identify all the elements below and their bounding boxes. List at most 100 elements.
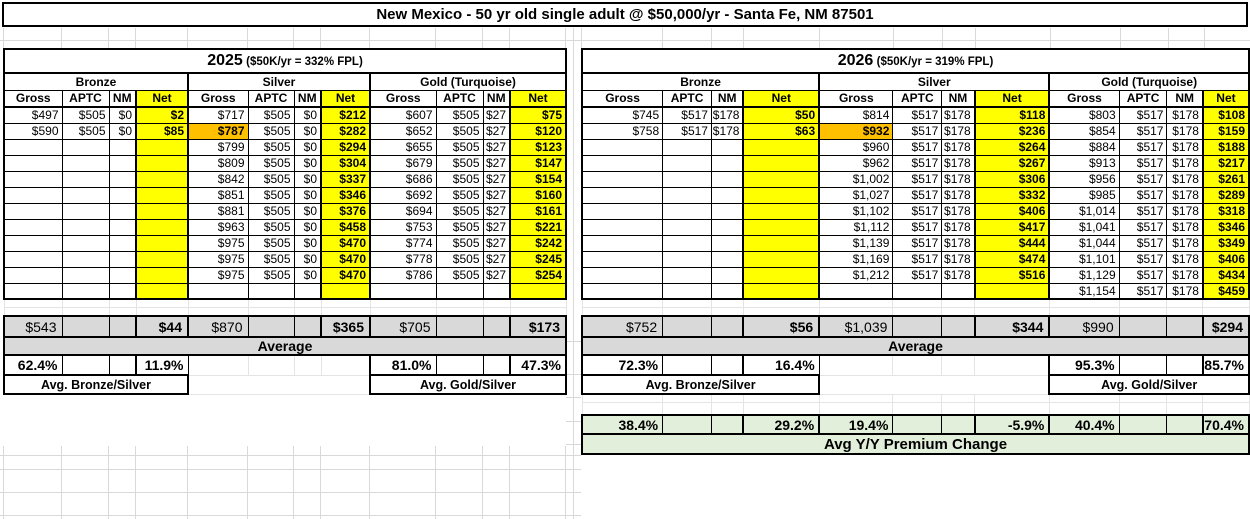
average-cell[interactable] bbox=[710, 315, 744, 338]
data-cell[interactable] bbox=[710, 266, 744, 284]
col-header-gross[interactable]: Gross bbox=[3, 89, 63, 108]
data-cell[interactable] bbox=[581, 282, 664, 300]
data-cell[interactable]: $505 bbox=[247, 106, 295, 124]
data-cell[interactable]: $913 bbox=[1048, 154, 1120, 172]
data-cell[interactable]: $178 bbox=[1166, 122, 1204, 140]
data-cell[interactable] bbox=[108, 282, 137, 300]
data-cell[interactable] bbox=[710, 282, 744, 300]
data-cell[interactable]: $590 bbox=[3, 122, 63, 140]
data-cell[interactable]: $0 bbox=[293, 170, 322, 188]
data-cell[interactable]: $178 bbox=[941, 218, 976, 236]
data-cell[interactable] bbox=[3, 218, 63, 236]
data-cell[interactable] bbox=[973, 282, 1050, 300]
data-cell[interactable]: $470 bbox=[320, 266, 371, 284]
average-cell[interactable] bbox=[1166, 315, 1204, 338]
data-cell[interactable] bbox=[108, 250, 137, 268]
col-header-aptc[interactable]: APTC bbox=[435, 89, 484, 108]
data-cell[interactable]: $0 bbox=[293, 202, 322, 220]
data-cell[interactable] bbox=[710, 218, 744, 236]
average-cell[interactable] bbox=[61, 315, 110, 338]
ratio-cell-bronze[interactable]: 72.3% bbox=[581, 354, 664, 376]
data-cell[interactable] bbox=[581, 266, 664, 284]
data-cell[interactable]: $505 bbox=[435, 154, 484, 172]
data-cell[interactable] bbox=[662, 186, 712, 204]
data-cell[interactable] bbox=[3, 234, 63, 252]
data-cell[interactable]: $376 bbox=[320, 202, 371, 220]
col-header-nm[interactable]: NM bbox=[710, 89, 744, 108]
data-cell[interactable]: $517 bbox=[662, 106, 712, 124]
data-cell[interactable]: $178 bbox=[941, 234, 976, 252]
data-cell[interactable] bbox=[108, 138, 137, 156]
data-cell[interactable]: $0 bbox=[108, 106, 137, 124]
data-cell[interactable]: $799 bbox=[187, 138, 249, 156]
data-cell[interactable]: $0 bbox=[293, 218, 322, 236]
data-cell[interactable]: $505 bbox=[247, 202, 295, 220]
col-header-gross[interactable]: Gross bbox=[187, 89, 249, 108]
data-cell[interactable]: $517 bbox=[1118, 250, 1168, 268]
data-cell[interactable] bbox=[61, 186, 110, 204]
data-cell[interactable]: $1,002 bbox=[818, 170, 894, 188]
data-cell[interactable]: $985 bbox=[1048, 186, 1120, 204]
data-cell[interactable]: $517 bbox=[892, 154, 943, 172]
year-header[interactable]: 2025 ($50K/yr = 332% FPL) bbox=[3, 48, 567, 74]
data-cell[interactable]: $517 bbox=[892, 170, 943, 188]
data-cell[interactable] bbox=[61, 282, 110, 300]
data-cell[interactable]: $505 bbox=[247, 234, 295, 252]
tier-header-gold[interactable]: Gold (Turquoise) bbox=[1048, 72, 1250, 91]
col-header-net[interactable]: Net bbox=[135, 89, 189, 108]
col-header-net[interactable]: Net bbox=[320, 89, 371, 108]
col-header-aptc[interactable]: APTC bbox=[61, 89, 110, 108]
data-cell[interactable]: $962 bbox=[818, 154, 894, 172]
ratio-label-bronze-silver[interactable]: Avg. Bronze/Silver bbox=[580, 374, 821, 395]
tier-header-gold[interactable]: Gold (Turquoise) bbox=[369, 72, 567, 91]
data-cell[interactable] bbox=[61, 202, 110, 220]
data-cell[interactable]: $517 bbox=[892, 202, 943, 220]
data-cell[interactable]: $1,014 bbox=[1048, 202, 1120, 220]
data-cell[interactable]: $160 bbox=[509, 186, 567, 204]
data-cell[interactable]: $254 bbox=[509, 266, 567, 284]
yoy-change-cell[interactable]: 40.4% bbox=[1048, 414, 1120, 435]
col-header-gross[interactable]: Gross bbox=[818, 89, 894, 108]
data-cell[interactable]: $505 bbox=[247, 266, 295, 284]
data-cell[interactable]: $517 bbox=[892, 186, 943, 204]
average-cell[interactable] bbox=[662, 315, 712, 338]
average-cell[interactable] bbox=[247, 315, 295, 338]
average-cell[interactable] bbox=[482, 315, 511, 338]
data-cell[interactable]: $0 bbox=[293, 138, 322, 156]
data-cell[interactable]: $517 bbox=[1118, 234, 1168, 252]
data-cell[interactable] bbox=[108, 266, 137, 284]
data-cell[interactable] bbox=[710, 170, 744, 188]
data-cell[interactable]: $505 bbox=[435, 250, 484, 268]
data-cell[interactable]: $159 bbox=[1201, 122, 1250, 140]
data-cell[interactable] bbox=[662, 282, 712, 300]
data-cell[interactable] bbox=[742, 234, 820, 252]
data-cell[interactable]: $814 bbox=[818, 106, 894, 124]
col-header-aptc[interactable]: APTC bbox=[662, 89, 712, 108]
col-header-aptc[interactable]: APTC bbox=[247, 89, 295, 108]
data-cell[interactable]: $245 bbox=[509, 250, 567, 268]
data-cell[interactable] bbox=[710, 234, 744, 252]
data-cell[interactable]: $505 bbox=[247, 138, 295, 156]
data-cell[interactable] bbox=[742, 138, 820, 156]
average-cell[interactable]: $365 bbox=[320, 315, 371, 338]
data-cell[interactable]: $842 bbox=[187, 170, 249, 188]
data-cell[interactable]: $318 bbox=[1201, 202, 1250, 220]
data-cell[interactable]: $1,041 bbox=[1048, 218, 1120, 236]
data-cell[interactable]: $1,129 bbox=[1048, 266, 1120, 284]
data-cell[interactable]: $178 bbox=[1166, 106, 1204, 124]
average-cell[interactable]: $1,039 bbox=[818, 315, 894, 338]
data-cell[interactable] bbox=[135, 250, 189, 268]
data-cell[interactable]: $178 bbox=[710, 122, 744, 140]
data-cell[interactable]: $178 bbox=[941, 138, 976, 156]
average-cell[interactable] bbox=[941, 315, 976, 338]
data-cell[interactable]: $505 bbox=[247, 250, 295, 268]
data-cell[interactable]: $178 bbox=[941, 154, 976, 172]
data-cell[interactable]: $27 bbox=[482, 170, 511, 188]
ratio-cell-bronze[interactable]: 11.9% bbox=[135, 354, 189, 376]
average-cell[interactable]: $870 bbox=[187, 315, 249, 338]
data-cell[interactable]: $786 bbox=[369, 266, 437, 284]
col-header-aptc[interactable]: APTC bbox=[1118, 89, 1168, 108]
data-cell[interactable] bbox=[135, 186, 189, 204]
yoy-change-cell[interactable] bbox=[941, 414, 976, 435]
data-cell[interactable]: $178 bbox=[941, 186, 976, 204]
